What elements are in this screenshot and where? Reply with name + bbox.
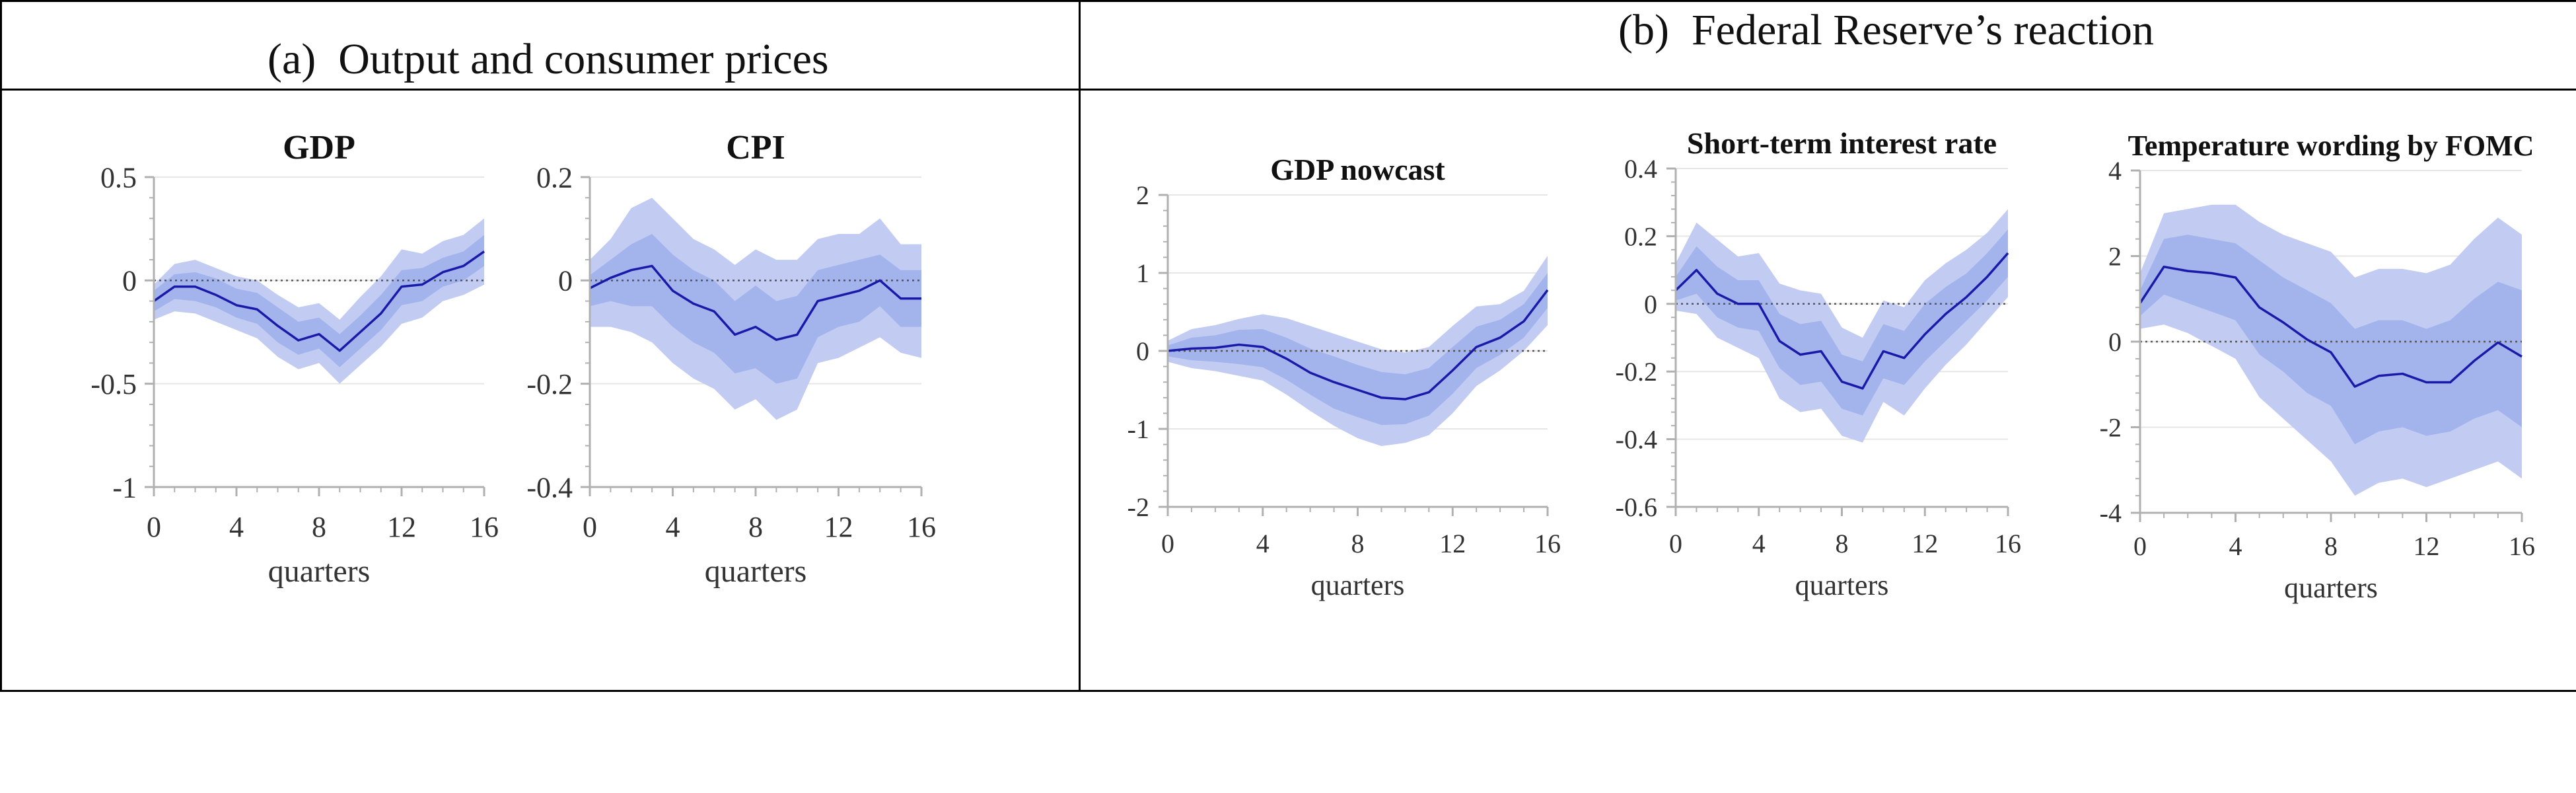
x-tick-label: 0 (147, 511, 161, 543)
median-line (2139, 265, 2522, 388)
x-tick-label: 8 (748, 511, 763, 543)
median-line (1167, 289, 1549, 400)
x-tick-label: 12 (387, 511, 416, 543)
x-tick-label: 8 (2324, 531, 2338, 561)
x-tick-label: 12 (1439, 529, 1466, 558)
band-inner (1168, 273, 1548, 426)
panel-divider-vertical (1079, 0, 1081, 692)
x-tick-label: 12 (1912, 529, 1938, 558)
x-axis-label: quarters (1311, 569, 1405, 601)
y-tick-label: -4 (2100, 498, 2122, 528)
y-tick-label: -0.5 (90, 368, 137, 400)
x-axis-label: quarters (705, 554, 807, 589)
y-tick-label: -0.6 (1616, 492, 1657, 522)
x-tick-label: 12 (824, 511, 853, 543)
y-tick-label: -2 (1127, 492, 1149, 522)
y-tick-label: 0 (1644, 289, 1657, 319)
chart-title: GDP nowcast (1270, 153, 1445, 186)
x-tick-label: 8 (1836, 529, 1849, 558)
x-tick-label: 16 (470, 511, 499, 543)
y-tick-label: 0 (558, 265, 573, 297)
x-tick-label: 4 (229, 511, 244, 543)
y-tick-label: -1 (112, 471, 137, 504)
x-tick-label: 4 (2229, 531, 2242, 561)
band-outer (1676, 209, 2008, 443)
x-tick-label: 8 (312, 511, 326, 543)
x-axis-label: quarters (2284, 572, 2378, 604)
y-tick-label: 4 (2108, 156, 2122, 186)
y-tick-label: -0.4 (526, 471, 573, 504)
x-tick-label: 16 (1534, 529, 1561, 558)
x-axis-label: quarters (1795, 569, 1889, 601)
x-tick-label: 16 (1995, 529, 2021, 558)
panel-b-title: (b) Federal Reserve’s reaction (1618, 5, 2154, 56)
y-tick-label: -2 (2100, 413, 2122, 443)
median-line (589, 264, 921, 341)
x-tick-label: 16 (2509, 531, 2535, 561)
y-tick-label: 0 (1136, 336, 1149, 366)
chart-title: GDP (283, 129, 355, 167)
panel-a-title-text: Output and consumer prices (338, 35, 829, 83)
x-tick-label: 4 (666, 511, 680, 543)
median-line (153, 250, 485, 352)
figure-frame (0, 0, 2576, 692)
y-tick-label: 2 (2108, 242, 2122, 272)
x-tick-label: 16 (907, 511, 936, 543)
y-tick-label: 0 (122, 265, 137, 297)
y-tick-label: 0.4 (1624, 154, 1657, 184)
panel-b-title-text: Federal Reserve’s reaction (1691, 6, 2154, 54)
x-tick-label: 0 (583, 511, 597, 543)
x-tick-label: 4 (1752, 529, 1766, 558)
y-tick-label: -0.2 (526, 368, 573, 400)
y-tick-label: -1 (1127, 414, 1149, 444)
x-axis-label: quarters (268, 554, 371, 589)
band-outer (1168, 256, 1548, 446)
y-tick-label: 0 (2108, 327, 2122, 357)
panel-b-label: (b) (1618, 6, 1669, 54)
chart-title: CPI (726, 129, 785, 167)
x-tick-label: 0 (1161, 529, 1174, 558)
x-tick-label: 0 (2133, 531, 2147, 561)
band-inner (154, 235, 484, 367)
x-tick-label: 4 (1256, 529, 1270, 558)
y-tick-label: 0.2 (1624, 221, 1657, 251)
panel-divider-horizontal (0, 89, 2576, 91)
x-tick-label: 12 (2414, 531, 2440, 561)
band-inner (590, 233, 921, 384)
y-tick-label: -0.2 (1616, 357, 1657, 387)
median-line (1674, 252, 2009, 390)
y-tick-label: 0.5 (100, 161, 137, 194)
band-inner (2140, 235, 2522, 445)
panel-a-label: (a) (268, 35, 316, 83)
y-tick-label: 0.2 (536, 161, 573, 194)
y-tick-label: 1 (1136, 258, 1149, 288)
band-outer (154, 218, 484, 384)
chart-title: Temperature wording by FOMC (2128, 130, 2534, 162)
chart-title: Short-term interest rate (1687, 126, 1997, 160)
y-tick-label: -0.4 (1616, 425, 1657, 455)
panel-a-title: (a) Output and consumer prices (268, 34, 829, 85)
band-inner (1676, 229, 2008, 416)
x-tick-label: 0 (1669, 529, 1682, 558)
y-tick-label: 2 (1136, 180, 1149, 210)
x-tick-label: 8 (1351, 529, 1365, 558)
